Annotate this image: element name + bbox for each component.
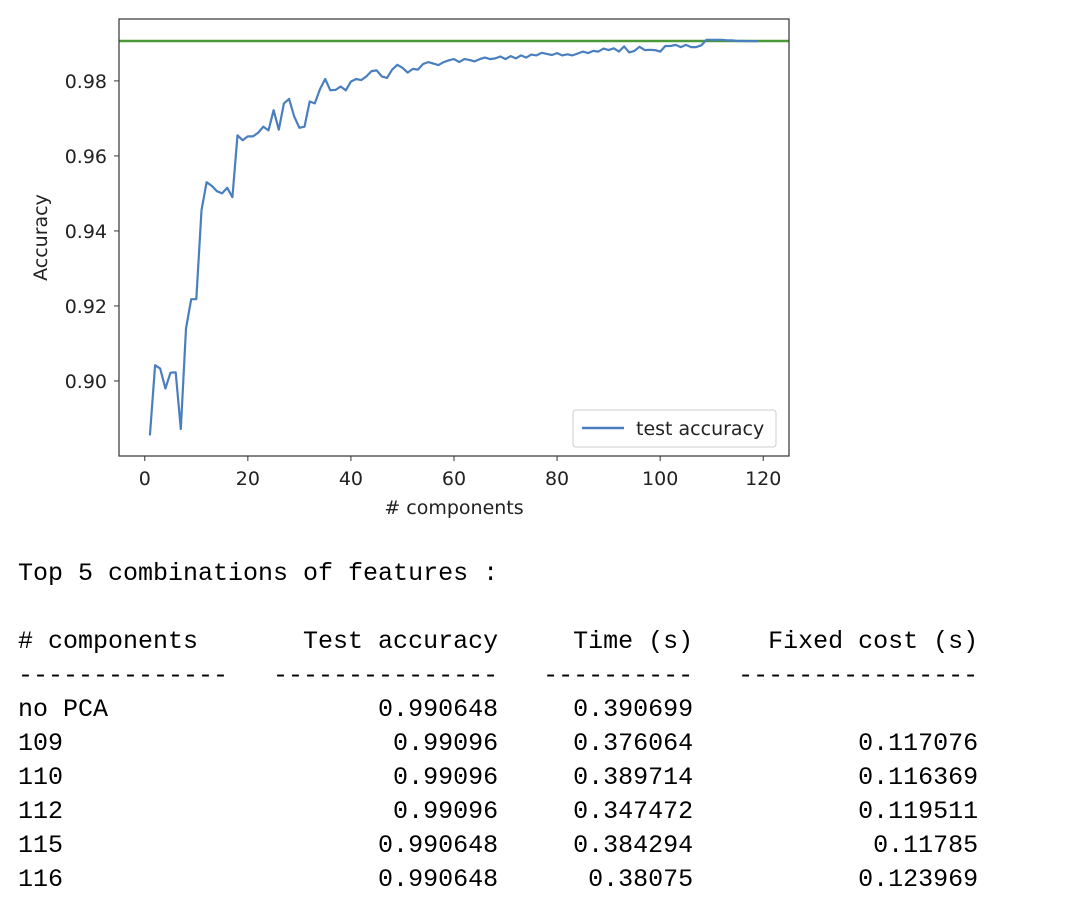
x-tick-label: 60	[442, 468, 466, 490]
y-tick-label: 0.94	[65, 221, 107, 243]
series-line	[148, 38, 759, 436]
table-row: 109 0.99096 0.376064 0.117076	[18, 729, 979, 758]
x-tick-label: 0	[139, 468, 151, 490]
table-row: no PCA 0.990648 0.390699	[18, 695, 694, 724]
accuracy-chart: 0 20 40 60 80 100 120 0.90 0.92 0.94 0.96 0.98 # co…	[30, 18, 790, 519]
y-tick-label: 0.92	[65, 296, 107, 318]
results-table: # components Test accuracy Time (s) Fixe…	[18, 625, 978, 897]
plot-frame	[118, 18, 790, 457]
x-tick-label: 80	[545, 468, 569, 490]
table-row: 110 0.99096 0.389714 0.116369	[18, 763, 979, 792]
table-row: 115 0.990648 0.384294 0.11785	[18, 831, 979, 860]
y-tick-label: 0.96	[65, 146, 107, 168]
table-row: 112 0.99096 0.347472 0.119511	[18, 797, 979, 826]
legend-entry: test accuracy	[636, 418, 764, 440]
y-tick-label: 0.98	[65, 71, 107, 93]
x-axis-label: # components	[384, 497, 523, 519]
x-tick-label: 120	[745, 468, 781, 490]
plot-area	[119, 38, 789, 436]
y-tick-label: 0.90	[65, 371, 107, 393]
axes: 0 20 40 60 80 100 120 0.90 0.92 0.94 0.96 0.98	[65, 18, 790, 490]
results-caption: Top 5 combinations of features :	[18, 559, 499, 588]
x-tick-label: 40	[339, 468, 363, 490]
legend-box	[572, 409, 777, 448]
x-tick-label: 100	[642, 468, 678, 490]
legend: test accuracy	[572, 409, 777, 448]
table-header: # components Test accuracy Time (s) Fixe…	[18, 627, 979, 656]
table-separator: -------------- --------------- ---------…	[18, 661, 979, 690]
x-tick-label: 20	[236, 468, 260, 490]
table-row: 116 0.990648 0.38075 0.123969	[18, 865, 979, 894]
y-axis-label: Accuracy	[30, 194, 52, 281]
